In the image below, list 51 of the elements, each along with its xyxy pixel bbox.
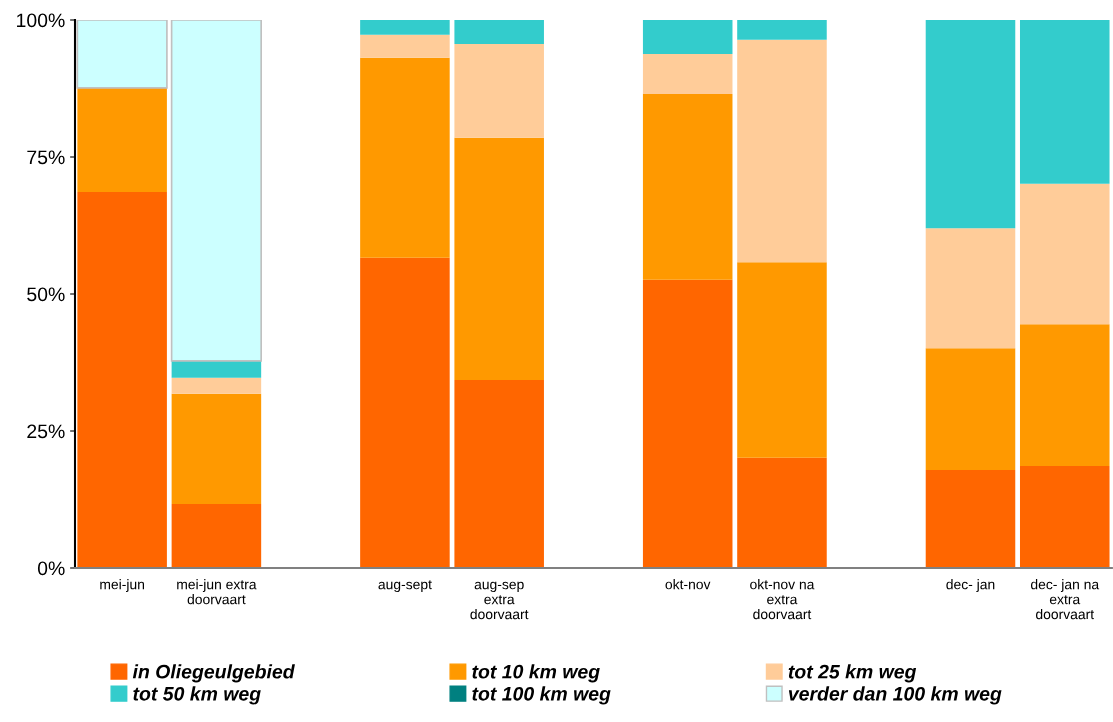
bar — [737, 457, 827, 568]
legend-label: tot 10 km weg — [472, 664, 600, 683]
bar — [171, 503, 262, 568]
x-tick-label: dec- jan na extra doorvaart — [1030, 579, 1100, 620]
bar — [454, 380, 544, 568]
bar — [360, 257, 450, 568]
bar — [454, 44, 544, 138]
x-tick-label: aug-sept — [378, 580, 432, 593]
legend-label: tot 50 km weg — [133, 686, 261, 705]
bar — [360, 20, 450, 35]
bar — [925, 469, 1016, 568]
bar — [925, 348, 1016, 470]
legend-label: tot 100 km weg — [472, 686, 611, 705]
bar — [642, 279, 733, 568]
y-tick-label: 25% — [27, 424, 65, 439]
bar — [642, 20, 733, 54]
bar — [1019, 324, 1110, 467]
legend-label: in Oliegeulgebied — [132, 664, 295, 683]
x-tick-label: mei-jun extra doorvaart — [177, 579, 257, 605]
bar — [454, 137, 544, 381]
x-tick-label: okt-nov — [665, 579, 711, 590]
x-tick-label: mei-jun — [100, 579, 144, 593]
bar — [737, 20, 827, 40]
x-tick-label: dec- jan — [946, 579, 995, 593]
bar — [171, 393, 262, 504]
bar — [642, 53, 733, 94]
bar — [1019, 183, 1110, 325]
bar — [171, 377, 262, 394]
bar — [454, 20, 544, 45]
bar — [360, 57, 450, 258]
legend-label: tot 25 km weg — [788, 664, 917, 683]
bar — [1019, 466, 1110, 568]
bar — [1019, 20, 1110, 184]
bar — [171, 360, 262, 378]
bar — [360, 34, 450, 58]
bar — [170, 20, 263, 362]
bar — [642, 93, 733, 280]
y-tick-label: 75% — [27, 150, 65, 165]
bar — [925, 228, 1016, 349]
y-tick-label: 100% — [17, 13, 65, 28]
bar — [77, 87, 167, 193]
y-tick-label: 50% — [27, 287, 65, 302]
bar — [925, 20, 1016, 229]
x-tick-label: okt-nov na extra doorvaart — [750, 579, 815, 620]
bar — [76, 20, 168, 89]
legend-label: verder dan 100 km weg — [788, 686, 1002, 705]
bar — [737, 39, 827, 263]
x-tick-label: aug-sep extra doorvaart — [470, 581, 529, 620]
bar — [77, 192, 167, 568]
y-tick-label: 0% — [37, 561, 65, 576]
bar — [737, 262, 827, 458]
